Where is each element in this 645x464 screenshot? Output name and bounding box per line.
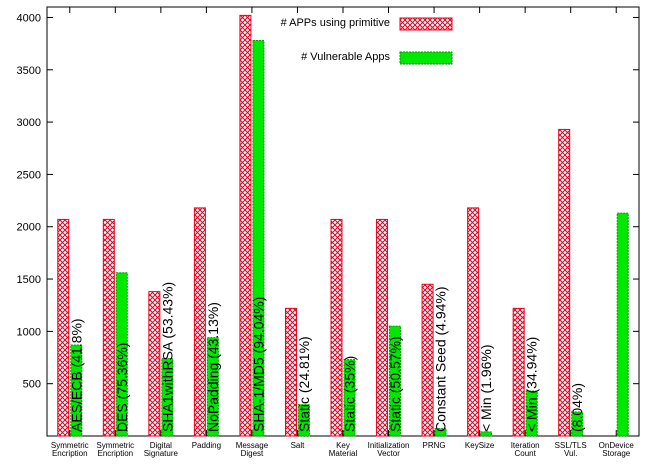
bar-annotation: (8.04%)	[569, 383, 585, 432]
bar-vulnerable-apps	[434, 428, 447, 437]
bar-annotation: AES/ECB (41.8%)	[68, 318, 84, 432]
bar-vulnerable-apps	[206, 337, 219, 437]
bar-vulnerable-apps	[525, 390, 538, 437]
bar-annotation: Static (35%)	[342, 356, 358, 432]
bar-apps-using-primitive	[512, 307, 525, 437]
x-category-label: Key	[336, 441, 350, 450]
bar-apps-using-primitive	[57, 218, 70, 437]
y-tick-label: 2000	[17, 222, 41, 234]
legend-label-vulnerable: # Vulnerable Apps	[301, 51, 390, 63]
x-category-label: Vul.	[564, 449, 578, 458]
bar-apps-using-primitive	[558, 128, 571, 437]
bar-vulnerable-apps	[70, 344, 83, 437]
x-category-label: OnDevice	[599, 441, 635, 450]
x-category-label: Padding	[192, 441, 221, 450]
bar-annotation: SHA1withRSA (53.43%)	[159, 282, 175, 432]
x-category-label: Symmetric	[96, 441, 134, 450]
y-tick-label: 1500	[17, 274, 41, 286]
bar-vulnerable-apps	[115, 272, 128, 437]
bar-annotation: < Min (34.94%)	[524, 337, 540, 432]
x-category-label: Digital	[150, 441, 172, 450]
bar-apps-using-primitive	[284, 307, 297, 437]
bar-apps-using-primitive	[239, 14, 252, 437]
x-category-label: Storage	[602, 449, 631, 458]
bar-vulnerable-apps	[480, 431, 493, 437]
x-category-label: Vector	[377, 449, 400, 458]
bar-apps-using-primitive	[421, 283, 434, 437]
bar-annotation: NoPadding (43.13%)	[205, 302, 221, 432]
bar-apps-using-primitive	[193, 207, 206, 437]
bar-apps-using-primitive	[467, 207, 480, 437]
bar-apps-using-primitive	[102, 218, 115, 437]
bar-vulnerable-apps	[571, 411, 584, 437]
y-tick-label: 2500	[17, 169, 41, 181]
x-category-label: Iteration	[511, 441, 540, 450]
x-category-label: Encription	[52, 449, 88, 458]
x-category-label: Message	[236, 441, 269, 450]
bar-annotation: < Min (1.96%)	[478, 344, 494, 432]
y-tick-label: 3500	[17, 65, 41, 77]
x-category-label: KeySize	[465, 441, 495, 450]
legend-label-primitive: # APPs using primitive	[281, 17, 390, 29]
bar-vulnerable-apps	[252, 39, 265, 437]
x-category-label: Encription	[98, 449, 134, 458]
x-category-label: Symmetric	[51, 441, 89, 450]
bar-vulnerable-apps	[161, 358, 174, 437]
x-category-label: Digest	[241, 449, 264, 458]
bar-annotation: Constant Seed (4.94%)	[433, 286, 449, 432]
y-tick-label: 1000	[17, 326, 41, 338]
bar-annotation: Static (24.81%)	[296, 336, 312, 432]
x-category-label: Signature	[144, 449, 179, 458]
legend-swatch-vulnerable	[399, 51, 453, 65]
bar-vulnerable-apps	[343, 359, 356, 437]
bar-annotation: DES (75.36%)	[114, 343, 130, 432]
bar-vulnerable-apps	[389, 325, 402, 437]
x-category-label: PRNG	[423, 441, 446, 450]
bar-apps-using-primitive	[148, 291, 161, 437]
bar-vulnerable-apps	[297, 404, 310, 437]
x-category-label: Count	[514, 449, 536, 458]
x-category-label: SSL/TLS	[555, 441, 587, 450]
bar-annotation: Static (50.57%)	[387, 336, 403, 432]
bar-apps-using-primitive	[376, 218, 389, 437]
bar-annotation: SHA-1/MD5 (94.04%)	[250, 297, 266, 432]
bar-apps-using-primitive	[330, 218, 343, 437]
x-category-label: Salt	[291, 441, 306, 450]
x-category-label: Initialization	[368, 441, 410, 450]
x-category-label: Material	[329, 449, 358, 458]
y-tick-label: 500	[23, 379, 41, 391]
y-tick-label: 3000	[17, 117, 41, 129]
bar-vulnerable-apps	[616, 212, 629, 437]
legend-swatch-primitive	[399, 17, 453, 31]
y-tick-label: 4000	[17, 12, 41, 24]
